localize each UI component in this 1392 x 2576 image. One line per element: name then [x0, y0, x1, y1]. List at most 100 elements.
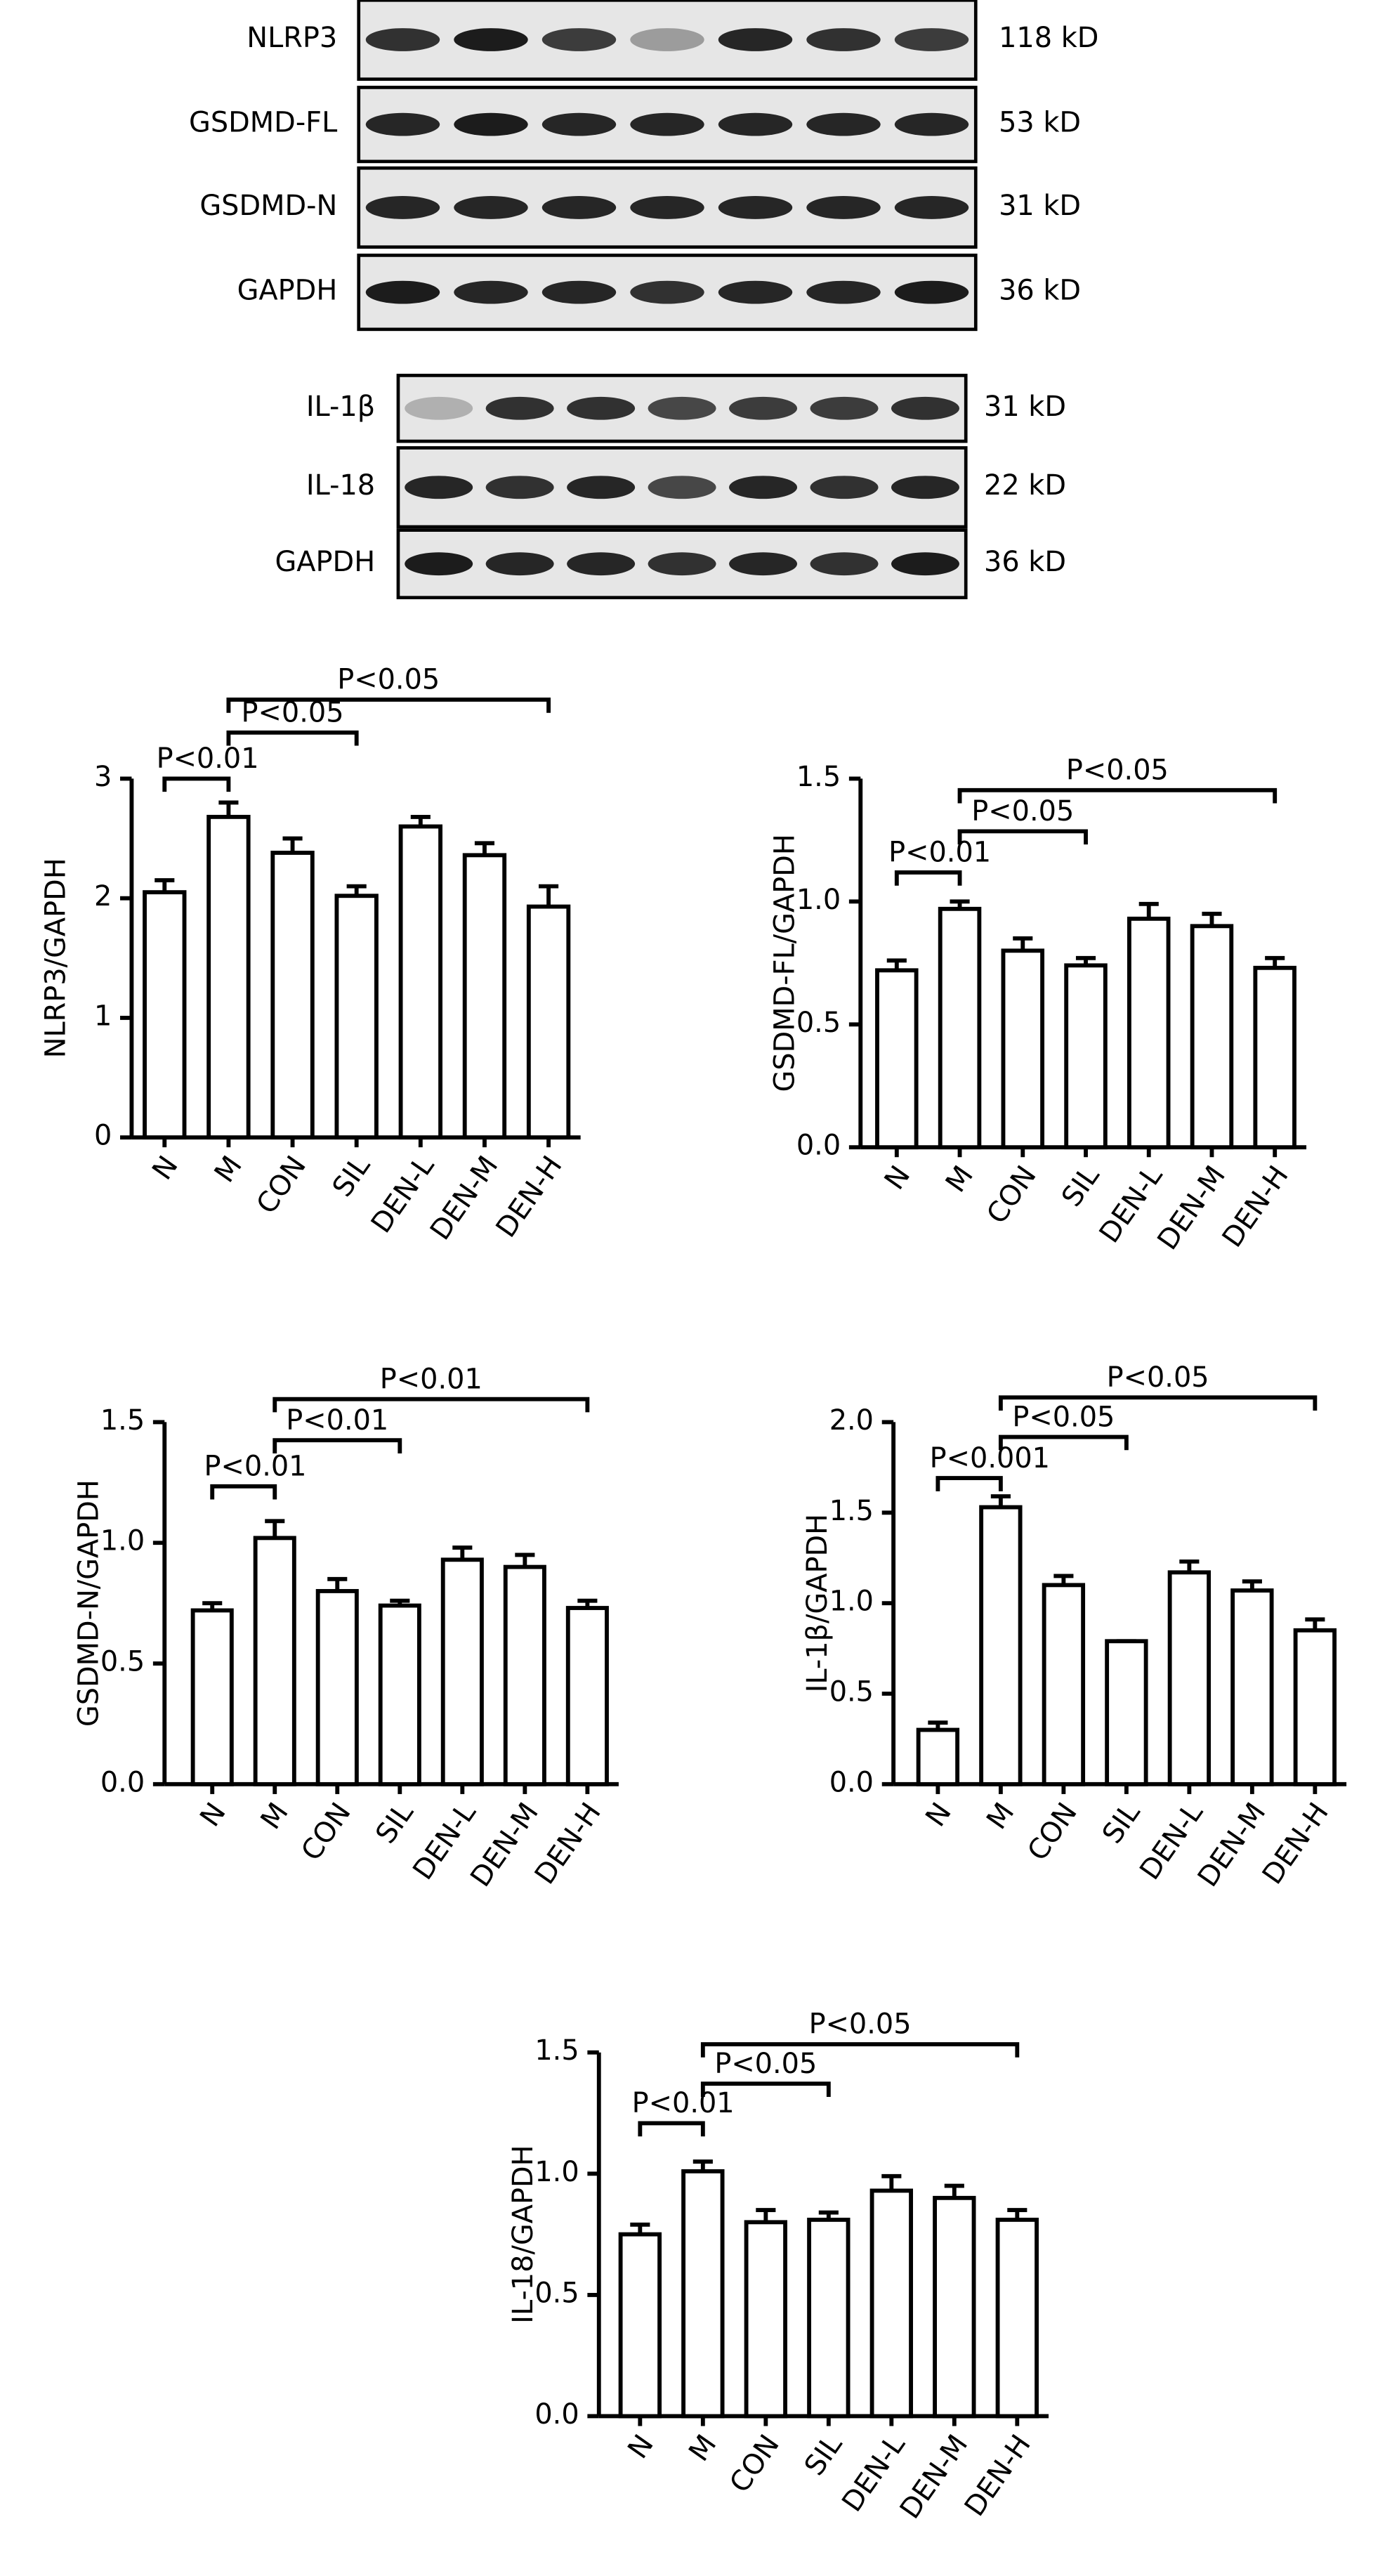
- blot-band: [891, 396, 959, 420]
- significance-bracket: [273, 1397, 590, 1413]
- blot-band: [648, 476, 716, 499]
- significance-bracket: [700, 2081, 831, 2097]
- blot-band: [454, 196, 528, 219]
- blot-size: 36 kD: [999, 275, 1081, 307]
- blot-size: 31 kD: [984, 391, 1066, 423]
- y-tick-label: 0.0: [796, 1130, 841, 1162]
- x-tick-label: DEN-M: [424, 1150, 505, 1245]
- significance-label: P<0.05: [242, 697, 344, 729]
- y-tick-label: 0.0: [100, 1766, 145, 1798]
- blot-band: [630, 112, 704, 136]
- x-tick-label: CON: [1021, 1797, 1084, 1866]
- x-tick-label: N: [194, 1797, 232, 1833]
- y-tick-label: 0: [94, 1120, 112, 1152]
- significance-label: P<0.01: [204, 1451, 307, 1483]
- blot-band: [729, 552, 798, 576]
- bar: [916, 1727, 960, 1786]
- blot-band: [806, 28, 881, 51]
- y-axis-label: GSDMD-N/GAPDH: [72, 1479, 105, 1727]
- x-tick-label: CON: [980, 1160, 1043, 1229]
- blot-band: [718, 28, 793, 51]
- y-tick-label: 1.5: [534, 2034, 579, 2067]
- x-tick-label: M: [683, 2429, 723, 2468]
- bar: [253, 1536, 296, 1786]
- blot-band: [729, 476, 798, 499]
- blot-band: [648, 552, 716, 576]
- y-axis-label: IL-18/GAPDH: [507, 2145, 539, 2323]
- significance-label: P<0.01: [380, 1363, 482, 1395]
- blot-band: [891, 552, 959, 576]
- blot-band: [630, 196, 704, 219]
- significance-label: P<0.05: [1107, 1361, 1209, 1394]
- blot-label: GAPDH: [275, 546, 375, 578]
- bar: [270, 851, 315, 1140]
- blot-size: 53 kD: [999, 107, 1081, 139]
- y-axis-label: NLRP3/GAPDH: [39, 858, 72, 1058]
- blot-size: 22 kD: [984, 469, 1066, 502]
- blot-band: [365, 280, 440, 304]
- blot-band: [567, 552, 636, 576]
- blot-band: [567, 396, 636, 420]
- significance-bracket: [957, 829, 1088, 845]
- significance-label: P<0.01: [632, 2087, 735, 2119]
- bar: [462, 853, 507, 1140]
- significance-bracket: [998, 1395, 1318, 1411]
- blot-size: 31 kD: [999, 190, 1081, 222]
- blot-band: [454, 280, 528, 304]
- x-tick-label: DEN-H: [1216, 1160, 1295, 1253]
- significance-bracket: [638, 2121, 705, 2137]
- blot-band: [485, 396, 554, 420]
- y-tick-label: 1.0: [829, 1586, 874, 1618]
- blot-band: [485, 552, 554, 576]
- y-tick-label: 1: [94, 1000, 112, 1032]
- bar: [526, 904, 571, 1140]
- significance-label: P<0.01: [157, 743, 259, 775]
- blot-band: [810, 552, 879, 576]
- x-tick-label: DEN-H: [490, 1150, 568, 1243]
- bar: [1105, 1639, 1148, 1786]
- significance-bracket: [998, 1434, 1129, 1451]
- significance-label: P<0.05: [971, 795, 1074, 828]
- blot-band: [810, 476, 879, 499]
- significance-bracket: [226, 698, 551, 713]
- blot-band: [405, 396, 473, 420]
- blot-band: [806, 196, 881, 219]
- y-tick-label: 1.0: [534, 2156, 579, 2188]
- bar: [1293, 1628, 1337, 1786]
- bar: [315, 1589, 359, 1786]
- bar: [143, 890, 187, 1140]
- bar: [1253, 965, 1296, 1150]
- blot-band: [541, 280, 617, 304]
- y-axis-label: GSDMD-FL/GAPDH: [768, 834, 801, 1092]
- y-tick-label: 0.5: [829, 1675, 874, 1708]
- bar: [378, 1603, 421, 1786]
- bar: [206, 814, 251, 1140]
- x-tick-label: M: [254, 1797, 294, 1836]
- bar: [869, 2188, 913, 2419]
- x-tick-label: SIL: [369, 1797, 420, 1850]
- significance-label: P<0.05: [1012, 1401, 1115, 1433]
- significance-label: P<0.05: [337, 664, 440, 696]
- significance-bracket: [700, 2042, 1020, 2058]
- blot-band: [454, 112, 528, 136]
- blot-band: [894, 196, 969, 219]
- blot-band: [405, 552, 473, 576]
- y-tick-label: 0.0: [829, 1766, 874, 1798]
- significance-label: P<0.01: [888, 837, 991, 869]
- bar: [1230, 1588, 1274, 1786]
- x-tick-label: N: [879, 1160, 917, 1196]
- bar: [1127, 916, 1171, 1150]
- x-tick-label: CON: [295, 1797, 357, 1866]
- significance-label: P<0.001: [930, 1442, 1050, 1475]
- bar: [440, 1557, 484, 1786]
- y-axis-label: IL-1β/GAPDH: [801, 1514, 834, 1692]
- bar: [938, 906, 982, 1150]
- blot-band: [718, 280, 793, 304]
- significance-bracket: [226, 730, 359, 746]
- x-tick-label: DEN-H: [1256, 1797, 1335, 1890]
- x-tick-label: SIL: [1096, 1797, 1147, 1850]
